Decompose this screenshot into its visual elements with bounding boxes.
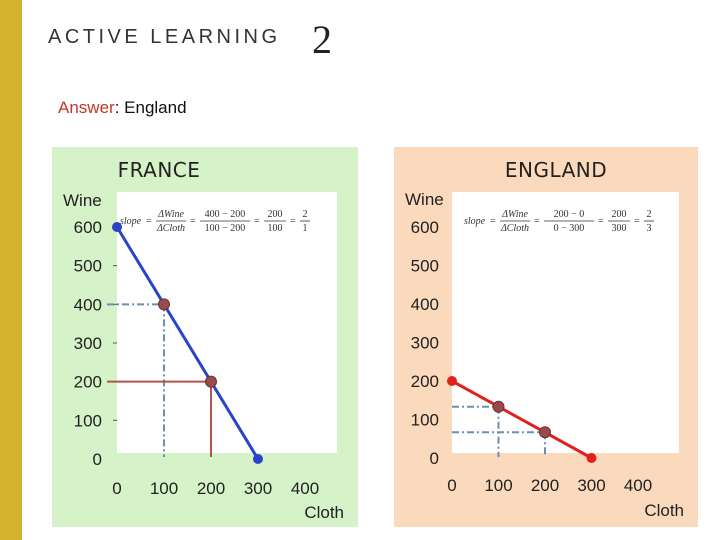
england-slope-lhs: slope xyxy=(464,216,486,227)
france-slope-equals: = xyxy=(190,216,196,227)
england-y-tick-label: 300 xyxy=(411,334,439,353)
england-y-tick-label: 500 xyxy=(411,257,439,276)
france-y-tick-label: 200 xyxy=(74,373,102,392)
france-slope-lhs: slope xyxy=(120,216,142,227)
england-plot-area xyxy=(452,192,679,453)
france-y-tick-label: 100 xyxy=(74,411,102,430)
england-endpoint xyxy=(447,376,457,386)
slide-title: ACTIVE LEARNING xyxy=(48,26,281,48)
france-y-tick-label: 400 xyxy=(74,295,102,314)
england-chart: Wine 0 100 200 300 400 500 600 0 100 200 300 400 Clot… xyxy=(405,190,684,520)
england-y-tick-label: 600 xyxy=(411,218,439,237)
england-slope-numerator: 2 xyxy=(647,209,652,220)
france-slope-equals: = xyxy=(146,216,152,227)
france-x-tick-label: 400 xyxy=(291,479,319,498)
france-x-tick-label: 100 xyxy=(150,479,178,498)
slide-title-number: 2 xyxy=(312,17,332,62)
france-x-tick-label: 200 xyxy=(197,479,225,498)
france-y-tick-label: 300 xyxy=(74,334,102,353)
england-x-tick-label: 400 xyxy=(624,476,652,495)
france-chart-title: FRANCE xyxy=(117,158,201,182)
england-slope-denominator: 300 xyxy=(612,223,627,234)
england-ppf-line xyxy=(451,379,593,460)
france-x-tick-label: 0 xyxy=(112,479,121,498)
france-slope-denominator: 1 xyxy=(303,223,308,234)
france-chart: Wine 0 100 200 300 400 500 600 0 100 200 300 400 Clot… xyxy=(63,191,344,522)
france-x-axis-label: Cloth xyxy=(304,503,344,522)
france-slope-numerator: 2 xyxy=(303,209,308,220)
england-highlight-point xyxy=(539,426,551,439)
france-slope-numerator: 200 xyxy=(268,209,283,220)
france-x-tick-label: 300 xyxy=(244,479,272,498)
france-ppf-line xyxy=(115,226,260,460)
answer-label: Answer xyxy=(58,98,115,117)
england-slope-equals: = xyxy=(598,216,604,227)
slide-sidebar-bar xyxy=(0,0,22,540)
answer-separator: : xyxy=(114,98,120,117)
france-slope-numerator: 400 − 200 xyxy=(205,209,246,220)
england-x-tick-label: 100 xyxy=(484,476,512,495)
france-y-tick-label: 0 xyxy=(93,450,102,469)
france-chart-panel: FRANCE Wine 0 100 200 300 400 500 600 0 100 200 300… xyxy=(52,147,358,527)
france-slope-denominator: ΔCloth xyxy=(156,223,185,234)
france-slope-denominator: 100 xyxy=(268,223,283,234)
england-x-axis-label: Cloth xyxy=(644,501,684,520)
answer-line: Answer: England xyxy=(58,98,187,118)
england-slope-denominator: 3 xyxy=(647,223,652,234)
england-slope-denominator: 0 − 300 xyxy=(554,223,585,234)
england-y-tick-label: 200 xyxy=(411,372,439,391)
england-chart-title: ENGLAND xyxy=(504,158,608,182)
france-endpoint xyxy=(112,222,122,232)
france-slope-equals: = xyxy=(290,216,296,227)
france-y-tick-label: 500 xyxy=(74,257,102,276)
england-slope-equals: = xyxy=(490,216,496,227)
france-highlight-point xyxy=(158,298,170,311)
england-y-axis-label: Wine xyxy=(405,190,444,209)
england-x-tick-label: 0 xyxy=(447,476,456,495)
england-y-tick-label: 0 xyxy=(430,449,439,468)
england-x-tick-label: 200 xyxy=(531,476,559,495)
england-endpoint xyxy=(586,453,597,463)
england-y-tick-label: 400 xyxy=(411,295,439,314)
england-x-tick-label: 300 xyxy=(577,476,605,495)
france-highlight-point xyxy=(205,375,217,388)
england-chart-panel: ENGLAND Wine 0 100 200 300 400 500 600 0 100 200 30… xyxy=(394,147,698,527)
france-endpoint xyxy=(253,454,263,464)
england-slope-equals: = xyxy=(534,216,540,227)
france-slope-denominator: 100 − 200 xyxy=(205,223,246,234)
france-y-tick-label: 600 xyxy=(74,218,102,237)
england-slope-equals: = xyxy=(634,216,640,227)
england-slope-denominator: ΔCloth xyxy=(500,223,529,234)
england-slope-numerator: 200 xyxy=(612,209,627,220)
england-slope-numerator: 200 − 0 xyxy=(554,209,585,220)
france-y-axis-label: Wine xyxy=(63,191,102,210)
england-y-tick-label: 100 xyxy=(411,411,439,430)
england-slope-numerator: ΔWine xyxy=(501,209,528,220)
france-slope-equals: = xyxy=(254,216,260,227)
france-slope-numerator: ΔWine xyxy=(157,209,184,220)
england-highlight-point xyxy=(492,400,505,413)
answer-value: England xyxy=(124,98,187,117)
